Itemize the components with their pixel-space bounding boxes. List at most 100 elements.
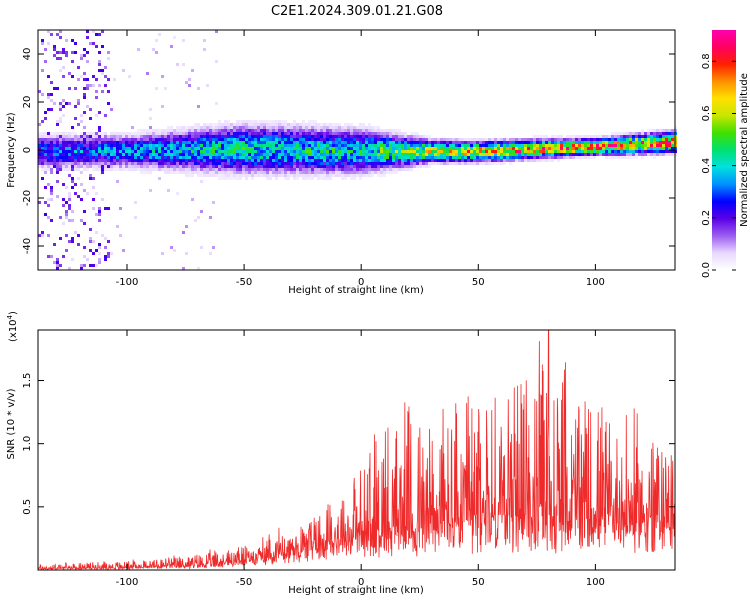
spectrogram-cell [257,144,260,147]
spectrogram-cell [464,153,467,156]
spectrogram-cell [167,144,170,147]
spectrogram-cell [656,141,659,144]
spectrogram-cell [224,153,227,156]
spectrogram-cell [71,75,74,78]
spectrogram-cell [425,150,428,153]
spectrogram-cell [542,150,545,153]
spectrogram-cell [113,132,116,135]
spectrogram-cell [227,144,230,147]
spectrogram-cell [383,138,386,141]
spectrogram-cell [218,126,221,129]
spectrogram-cell [68,195,71,198]
spectrogram-cell [86,105,89,108]
spectrogram-cell [266,144,269,147]
spectrogram-cell [278,162,281,165]
spectrogram-cell [461,141,464,144]
spectrogram-cell [269,132,272,135]
spectrogram-cell [470,153,473,156]
spectrogram-cell [80,114,83,117]
spectrogram-cell [71,132,74,135]
spectrogram-cell [227,135,230,138]
spectrogram-cell [191,126,194,129]
spectrogram-cell [104,150,107,153]
spectrogram-cell [323,147,326,150]
spectrogram-cell [290,159,293,162]
spectrogram-cell [119,207,122,210]
spectrogram-cell [620,144,623,147]
spectrogram-cell [341,132,344,135]
spectrogram-cell [47,108,50,111]
spectrogram-cell [293,153,296,156]
spectrogram-cell [125,141,128,144]
spectrogram-cell [266,171,269,174]
spectrogram-cell [101,168,104,171]
spectrogram-cell [266,165,269,168]
spectrogram-cell [269,120,272,123]
spectrogram-cell [596,147,599,150]
spectrogram-cell [251,174,254,177]
spectrogram-cell [374,165,377,168]
snr-x-tick-label: -100 [116,577,139,588]
spectrogram-cell [488,159,491,162]
spectrogram-cell [254,141,257,144]
spectrogram-cell [572,135,575,138]
spectrogram-cell [287,129,290,132]
spectrogram-cell [578,156,581,159]
spectrogram-cell [263,159,266,162]
spectrogram-cell [284,165,287,168]
spectrogram-cell [101,72,104,75]
spectrogram-cell [530,144,533,147]
spectrogram-cell [116,165,119,168]
spectrogram-cell [272,159,275,162]
spectrogram-cell [104,138,107,141]
spectrogram-cell [566,156,569,159]
spectrogram-cell [236,159,239,162]
spectrogram-cell [188,132,191,135]
spectrogram-cell [230,168,233,171]
spectrogram-cell [44,150,47,153]
spectrogram-cell [530,141,533,144]
spectrogram-cell [428,147,431,150]
spectrogram-cell [83,147,86,150]
spectrogram-cell [275,132,278,135]
spectrogram-cell [290,168,293,171]
spectrogram-cell [254,123,257,126]
spectrogram-cell [98,162,101,165]
spectrogram-cell [125,138,128,141]
spectrogram-cell [110,132,113,135]
spectrogram-cell [188,78,191,81]
spectrogram-cell [101,135,104,138]
spectrogram-cell [644,132,647,135]
spectrogram-cell [329,138,332,141]
spectrogram-cell [254,168,257,171]
spectrogram-cell [629,156,632,159]
spectrogram-cell [149,189,152,192]
spectrogram-cell [638,144,641,147]
spectrogram-cell [572,144,575,147]
spectrogram-cell [155,147,158,150]
spectrogram-cell [299,168,302,171]
spectrogram-cell [83,210,86,213]
spectrogram-cell [203,141,206,144]
spectrogram-cell [281,120,284,123]
spectrogram-cell [335,138,338,141]
spectrogram-cell [278,150,281,153]
spectrogram-cell [56,33,59,36]
spectrogram-cell [203,39,206,42]
spectrogram-cell [401,147,404,150]
spectrogram-cell [359,138,362,141]
spectrogram-cell [545,135,548,138]
spectrogram-cell [440,153,443,156]
spectrogram-cell [164,87,167,90]
spectrogram-cell [461,156,464,159]
spectrogram-cell [86,51,89,54]
spectrogram-cell [383,150,386,153]
spectrogram-cell [398,141,401,144]
spectrogram-cell [557,159,560,162]
spectrogram-cell [140,129,143,132]
spectrogram-cell [167,138,170,141]
spectrogram-cell [278,144,281,147]
spectrogram-cell [44,60,47,63]
spectrogram-cell [89,141,92,144]
spectrogram-cell [236,129,239,132]
